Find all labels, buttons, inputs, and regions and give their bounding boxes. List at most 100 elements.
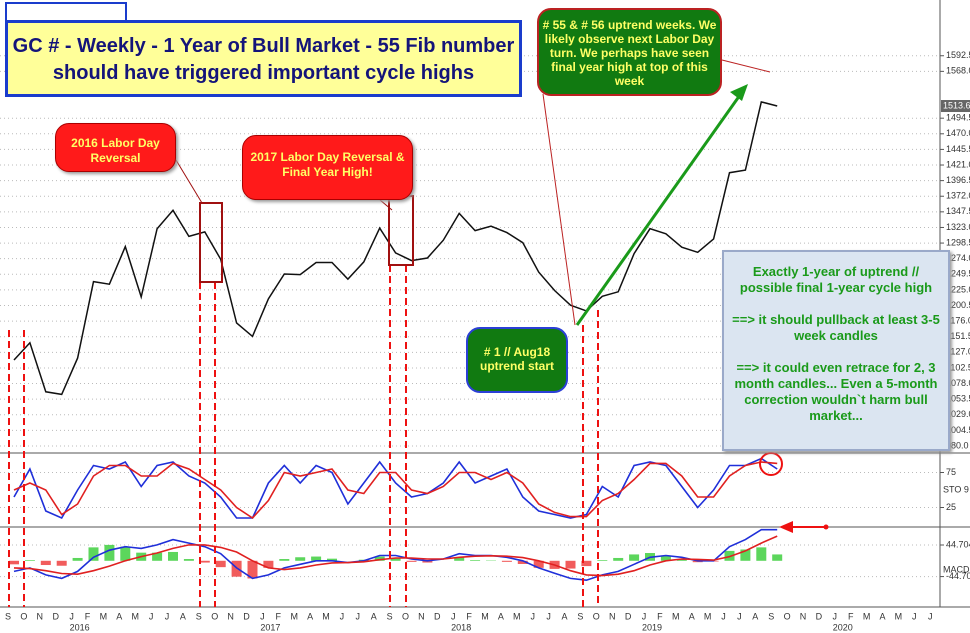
histogram-bar: [406, 560, 417, 562]
histogram-bar: [740, 549, 751, 561]
x-tick-label: O: [593, 611, 600, 621]
x-tick-label: A: [180, 611, 186, 621]
panel-title: STO 9: [943, 484, 969, 494]
annotation-text: # 1 // Aug18 uptrend start: [479, 345, 554, 373]
title-tab: [5, 2, 127, 22]
histogram-bar: [613, 557, 624, 561]
x-tick-label: S: [387, 611, 393, 621]
annotation: 2016 Labor Day Reversal: [55, 123, 176, 172]
x-tick-label: F: [657, 611, 663, 621]
x-tick-label: J: [165, 611, 170, 621]
x-tick-label: J: [737, 611, 742, 621]
x-tick-label: N: [37, 611, 44, 621]
histogram-bar: [581, 560, 592, 567]
x-tick-label: S: [196, 611, 202, 621]
annotation: 2017 Labor Day Reversal & Final Year Hig…: [242, 135, 413, 200]
callout-pointer: [721, 59, 771, 73]
y-tick-label: 1102.5: [946, 362, 970, 372]
y-tick-label: 44.704: [946, 539, 970, 549]
histogram-bar: [629, 554, 640, 561]
x-tick-label: J: [149, 611, 154, 621]
histogram-bar: [660, 555, 671, 561]
x-tick-label: A: [307, 611, 313, 621]
x-tick-label: O: [402, 611, 409, 621]
histogram-bar: [565, 560, 576, 569]
series-line: [13, 457, 778, 520]
annotation-text: ==> it should pullback at least 3-5 week…: [732, 312, 940, 343]
histogram-bar: [390, 558, 401, 561]
y-tick-label: 1323.0: [946, 222, 970, 232]
year-label: 2016: [70, 622, 90, 632]
y-tick-label: 1568.0: [946, 66, 970, 76]
y-tick-label: 1078.0: [946, 378, 970, 388]
y-tick-label: 980.0: [946, 440, 969, 450]
histogram-bar: [597, 560, 608, 561]
year-label: 2020: [833, 622, 853, 632]
annotation-text: ==> it could even retrace for 2, 3 month…: [734, 360, 938, 423]
x-tick-label: D: [52, 611, 59, 621]
x-tick-label: M: [672, 611, 680, 621]
y-tick-label: 1176.0: [946, 315, 970, 325]
histogram-bar: [756, 547, 767, 561]
x-tick-label: J: [928, 611, 933, 621]
chart-title: GC # - Weekly - 1 Year of Bull Market - …: [12, 35, 515, 84]
x-tick-label: J: [451, 611, 456, 621]
y-tick-label: 1372.0: [946, 191, 970, 201]
x-tick-label: A: [116, 611, 122, 621]
x-tick-label: A: [498, 611, 504, 621]
x-tick-label: J: [530, 611, 535, 621]
y-tick-label: 1200.5: [946, 300, 970, 310]
x-tick-label: O: [784, 611, 791, 621]
y-tick-label: 25: [946, 502, 956, 512]
histogram-bar: [454, 557, 465, 561]
x-tick-label: J: [69, 611, 74, 621]
callout-pointer: [175, 159, 203, 204]
year-label: 2019: [642, 622, 662, 632]
annotation-text: Exactly 1-year of uptrend // possible fi…: [739, 264, 933, 295]
x-tick-label: M: [131, 611, 139, 621]
pointer-arrowhead: [779, 521, 793, 533]
histogram-bar: [56, 560, 67, 566]
histogram-bar: [263, 560, 274, 568]
histogram-bar: [104, 544, 115, 561]
x-tick-label: M: [863, 611, 871, 621]
y-tick-label: 1445.5: [946, 144, 970, 154]
histogram-bar: [295, 557, 306, 561]
year-label: 2017: [260, 622, 280, 632]
panel-title: MACD: [943, 564, 970, 574]
y-tick-label: 1592.5: [946, 50, 970, 60]
x-tick-label: N: [418, 611, 425, 621]
last-price-label: 1513.6: [943, 100, 970, 110]
trend-arrow: [575, 94, 742, 326]
annotation-text: # 55 & # 56 uptrend weeks. We likely obs…: [542, 18, 717, 88]
y-tick-label: 1225.0: [946, 284, 970, 294]
y-tick-label: 1396.5: [946, 175, 970, 185]
x-tick-label: M: [513, 611, 521, 621]
x-tick-label: N: [800, 611, 807, 621]
x-tick-label: A: [371, 611, 377, 621]
cycle-lines: [8, 265, 599, 607]
highlight-box: [388, 195, 414, 266]
histogram-bar: [501, 560, 512, 562]
histogram-bar: [772, 554, 783, 561]
y-tick-label: 1470.0: [946, 128, 970, 138]
x-tick-label: M: [290, 611, 298, 621]
last-price-box: [941, 100, 970, 113]
x-tick-label: J: [642, 611, 647, 621]
x-tick-label: A: [561, 611, 567, 621]
highlight-circle: [759, 452, 783, 476]
y-tick-label: 1421.0: [946, 159, 970, 169]
y-tick-label: 1127.0: [946, 347, 970, 357]
series-line: [13, 528, 778, 582]
x-tick-label: F: [848, 611, 854, 621]
x-tick-label: D: [625, 611, 632, 621]
x-tick-label: A: [752, 611, 758, 621]
x-tick-label: J: [340, 611, 345, 621]
x-tick-label: S: [5, 611, 11, 621]
histogram-bar: [374, 556, 385, 561]
x-tick-label: A: [879, 611, 885, 621]
y-tick-label: 1274.0: [946, 253, 970, 263]
x-tick-label: D: [243, 611, 250, 621]
callout-pointer: [379, 199, 393, 211]
